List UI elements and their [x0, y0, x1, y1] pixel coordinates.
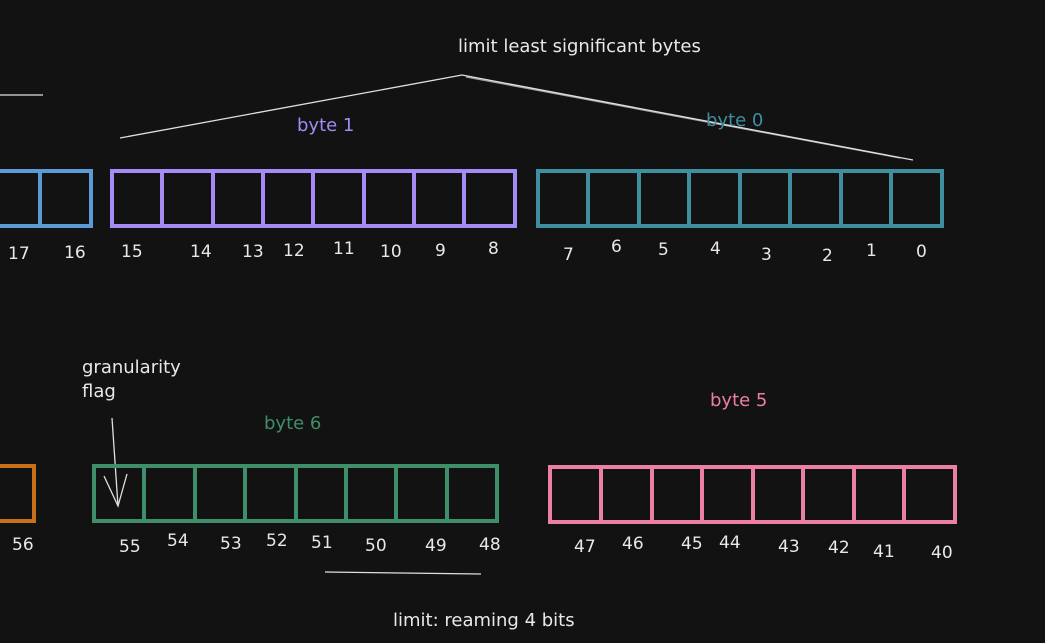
arrow-shaft: [111, 417, 119, 507]
byte-0-bit-labels: 7 6 5 4 3 2 1 0: [563, 237, 927, 266]
bit-label-6: 6: [611, 237, 622, 257]
limit-remaining-underline: [324, 571, 482, 575]
limit-lsb-bracket-shadow: [465, 76, 901, 159]
bit-label-0: 0: [916, 242, 927, 262]
byte-5-boxes: [548, 465, 957, 524]
bit-label-5: 5: [658, 240, 669, 260]
byte-0-title: byte 0: [706, 110, 763, 131]
byte-0-boxes: [536, 169, 944, 228]
granularity-arrow: [103, 417, 128, 508]
bit-label-54: 54: [167, 531, 189, 551]
bit-label-2: 2: [822, 246, 833, 266]
bit-box-56: [0, 464, 36, 523]
bit-label-17: 17: [8, 244, 30, 264]
byte-6-title: byte 6: [264, 413, 321, 434]
bit-label-12: 12: [283, 241, 305, 261]
bit-label-16: 16: [64, 243, 86, 263]
byte-6-bit-labels: 55 54 53 52 51 50 49 48: [119, 531, 501, 557]
limit-lsb-bracket: [119, 74, 914, 161]
bit-label-48: 48: [479, 535, 501, 555]
arrow-head: [103, 473, 128, 508]
bit-label-15: 15: [121, 242, 143, 262]
bit-label-53: 53: [220, 534, 242, 554]
granularity-flag-label-line2: flag: [82, 381, 116, 402]
bit-label-9: 9: [435, 241, 446, 261]
bit-label-41: 41: [873, 542, 895, 562]
bit-label-40: 40: [931, 543, 953, 563]
bit-label-43: 43: [778, 537, 800, 557]
limit-remaining-label: limit: reaming 4 bits: [393, 610, 575, 631]
bit-label-52: 52: [266, 531, 288, 551]
bit-label-50: 50: [365, 536, 387, 556]
bit-label-55: 55: [119, 537, 141, 557]
granularity-flag-label-line1: granularity: [82, 357, 181, 378]
bit-label-49: 49: [425, 536, 447, 556]
byte-6-boxes: [92, 464, 499, 523]
byte-5-title: byte 5: [710, 390, 767, 411]
bit-label-47: 47: [574, 537, 596, 557]
limit-lsb-label: limit least significant bytes: [458, 36, 701, 57]
bit-label-51: 51: [311, 533, 333, 553]
byte-2-partial-boxes: [0, 169, 93, 228]
bit-label-3: 3: [761, 245, 772, 265]
bit-label-10: 10: [380, 242, 402, 262]
bit-label-7: 7: [563, 245, 574, 265]
byte-1-title: byte 1: [297, 115, 354, 136]
byte-1-bit-labels: 15 14 13 12 11 10 9 8: [121, 239, 499, 262]
byte-1-boxes: [110, 169, 517, 228]
bit-label-42: 42: [828, 538, 850, 558]
bit-box-17: [0, 169, 42, 228]
bit-label-11: 11: [333, 239, 355, 259]
bit-label-1: 1: [866, 241, 877, 261]
byte-2-bit-labels: 17 16: [8, 243, 86, 264]
bit-box-16: [38, 169, 93, 228]
byte-5-bit-labels: 47 46 45 44 43 42 41 40: [574, 533, 953, 563]
bit-label-8: 8: [488, 239, 499, 259]
bit-label-46: 46: [622, 534, 644, 554]
bit-label-4: 4: [710, 239, 721, 259]
bit-label-56: 56: [12, 535, 34, 555]
bit-label-45: 45: [681, 534, 703, 554]
bit-label-13: 13: [242, 242, 264, 262]
bit-label-14: 14: [190, 242, 212, 262]
bit-label-44: 44: [719, 533, 741, 553]
